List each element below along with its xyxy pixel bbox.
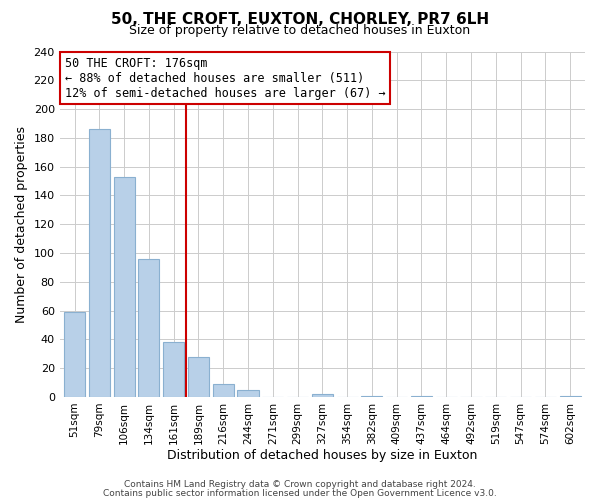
Bar bbox=[361, 396, 382, 397]
Text: 50 THE CROFT: 176sqm
← 88% of detached houses are smaller (511)
12% of semi-deta: 50 THE CROFT: 176sqm ← 88% of detached h… bbox=[65, 56, 386, 100]
Y-axis label: Number of detached properties: Number of detached properties bbox=[15, 126, 28, 322]
Text: Contains public sector information licensed under the Open Government Licence v3: Contains public sector information licen… bbox=[103, 488, 497, 498]
Bar bbox=[163, 342, 184, 397]
X-axis label: Distribution of detached houses by size in Euxton: Distribution of detached houses by size … bbox=[167, 450, 478, 462]
Bar bbox=[238, 390, 259, 397]
Bar bbox=[411, 396, 432, 397]
Bar bbox=[64, 312, 85, 397]
Text: Contains HM Land Registry data © Crown copyright and database right 2024.: Contains HM Land Registry data © Crown c… bbox=[124, 480, 476, 489]
Bar bbox=[312, 394, 333, 397]
Bar bbox=[212, 384, 234, 397]
Bar bbox=[560, 396, 581, 397]
Bar bbox=[139, 259, 160, 397]
Text: Size of property relative to detached houses in Euxton: Size of property relative to detached ho… bbox=[130, 24, 470, 37]
Bar bbox=[188, 356, 209, 397]
Bar bbox=[113, 176, 134, 397]
Text: 50, THE CROFT, EUXTON, CHORLEY, PR7 6LH: 50, THE CROFT, EUXTON, CHORLEY, PR7 6LH bbox=[111, 12, 489, 28]
Bar bbox=[89, 129, 110, 397]
